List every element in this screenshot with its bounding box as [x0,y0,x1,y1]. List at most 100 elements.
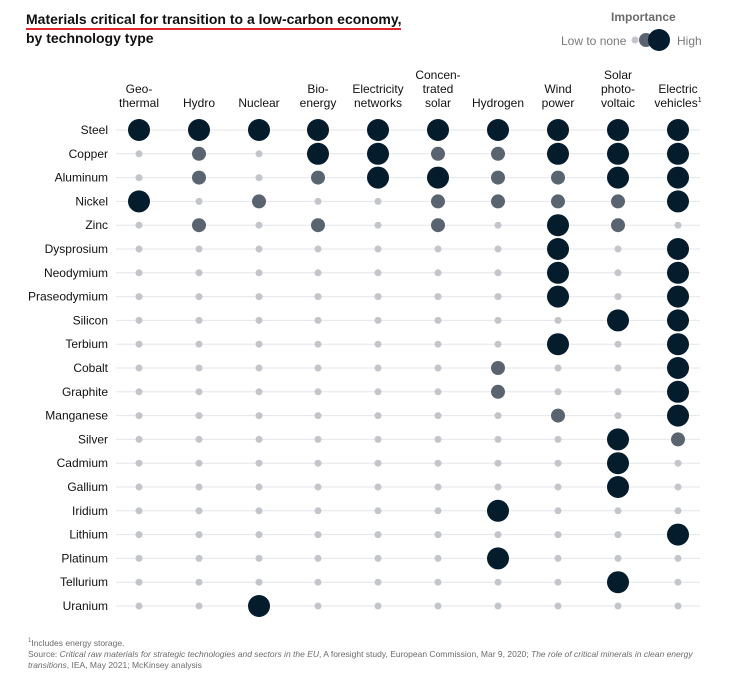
importance-dot [314,602,322,610]
importance-dot [188,119,210,141]
importance-dot [374,483,382,491]
legend-dots [631,29,670,51]
column-header-label: power [542,96,575,110]
importance-dot [611,218,625,233]
importance-dot [255,245,263,253]
row-label: Silicon [73,313,108,327]
importance-dot [252,194,266,209]
importance-dot [367,166,389,189]
importance-dot [135,221,143,229]
importance-dot [614,507,622,515]
importance-dot [314,293,322,301]
importance-dot [554,316,562,324]
importance-dot [434,340,442,348]
importance-dot [607,309,629,332]
importance-dot [494,316,502,324]
importance-dot [607,119,629,141]
importance-dot [614,602,622,610]
importance-dot [494,483,502,491]
importance-dot [487,119,509,141]
importance-dot [135,435,143,443]
chart-title: Materials critical for transition to a l… [26,10,402,48]
importance-dot [195,554,203,562]
row-label: Graphite [62,385,108,399]
importance-dot [431,218,445,233]
importance-dot [195,507,203,515]
importance-dot [434,388,442,396]
importance-dot [667,261,689,284]
importance-dot [611,194,625,209]
importance-dot [554,554,562,562]
row-label: Gallium [67,480,108,494]
row-label: Terbium [65,337,108,351]
importance-dot [674,459,682,467]
importance-dot [255,531,263,539]
importance-dot [314,316,322,324]
row-label: Platinum [61,551,108,565]
importance-dot [491,384,505,399]
row-label: Cobalt [73,361,108,375]
importance-dot [195,531,203,539]
importance-dot [314,435,322,443]
importance-dot [554,435,562,443]
importance-dot [314,197,322,205]
importance-dot [195,197,203,205]
row-label: Manganese [45,409,108,423]
importance-dot [431,194,445,209]
importance-dot [667,523,689,546]
importance-dot [494,269,502,277]
column-header-label: Electric [658,82,697,96]
importance-dot [494,602,502,610]
column-header-label: Nuclear [238,96,279,110]
importance-dot [667,357,689,379]
importance-dot [494,531,502,539]
importance-dot [614,293,622,301]
column-header-label: photo- [601,82,635,96]
importance-dot [195,602,203,610]
row-label: Nickel [75,194,108,208]
title-line-2: by technology type [26,30,154,46]
column-header-label: Geo- [126,82,153,96]
importance-dot [314,388,322,396]
importance-dot [314,364,322,372]
importance-dot [374,364,382,372]
importance-dot [135,269,143,277]
importance-dot [314,459,322,467]
importance-dot [614,269,622,277]
importance-dot [255,459,263,467]
row-label: Steel [81,123,108,137]
title-line-1-text: Materials critical for transition to a l… [26,11,402,27]
importance-dot [667,119,689,141]
importance-dot [195,483,203,491]
importance-dot [255,269,263,277]
column-header-label: voltaic [601,96,635,110]
importance-dot [195,293,203,301]
importance-dot [314,245,322,253]
legend-dot-high [648,29,670,51]
importance-dot [135,316,143,324]
importance-dot [135,459,143,467]
importance-dot [614,340,622,348]
importance-dot [192,170,206,185]
importance-dot [255,293,263,301]
source-title-2: The role of critical minerals in clean e… [28,648,693,670]
importance-dot [607,142,629,165]
importance-dot [135,245,143,253]
importance-dot [374,459,382,467]
importance-dot [547,142,569,165]
column-header-label: Concen- [415,68,460,82]
importance-dot [135,388,143,396]
importance-dot [135,174,143,182]
source-text-1: , A foresight study, European Commission… [319,648,531,659]
importance-dot [547,238,569,260]
importance-dot [434,293,442,301]
importance-dot [667,190,689,213]
column-header-label: Hydrogen [472,96,524,110]
column-header-label: Electricity [352,82,403,96]
importance-dot [195,340,203,348]
importance-dot [255,150,263,158]
row-label: Aluminum [55,171,108,185]
importance-dot [374,507,382,515]
importance-dot [674,221,682,229]
row-label: Uranium [63,599,108,613]
